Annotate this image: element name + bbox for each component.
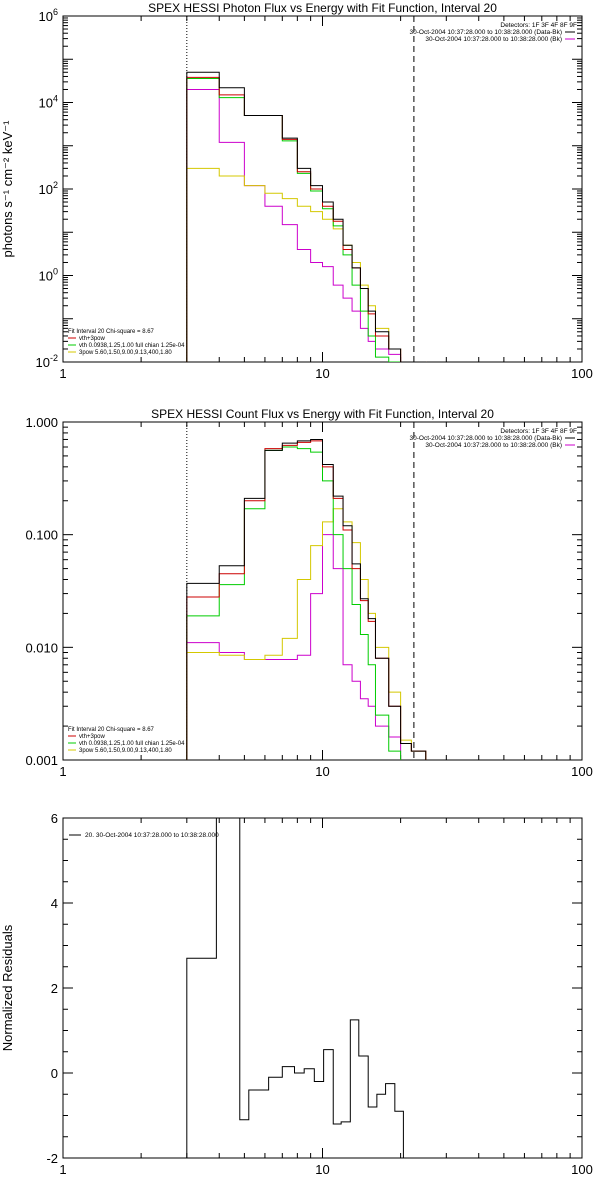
x-tick-label: 100 [571, 764, 593, 779]
chart-title: SPEX HESSI Photon Flux vs Energy with Fi… [148, 1, 497, 15]
legend-entry: 30-Oct-2004 10:37:28.000 to 10:38:28.000… [425, 36, 562, 43]
legend-entry: 3pow 5.60,1.50,9.00,9.13,400,1.80 [79, 748, 172, 754]
chart-panel-2: SPEX HESSI Count Flux vs Energy with Fit… [25, 407, 592, 779]
y-tick-exponent: 2 [53, 180, 58, 190]
series-vth_component [186, 446, 402, 760]
series-model_total [186, 76, 427, 362]
plot-frame [62, 817, 583, 1159]
x-tick-label: 1 [59, 1162, 66, 1177]
y-tick-base: 10 [36, 355, 50, 370]
x-tick-label: 100 [571, 1162, 593, 1177]
legend-entry: 30-Oct-2004 10:37:28.000 to 10:38:28.000… [410, 29, 563, 36]
y-tick-base: 10 [39, 9, 53, 24]
y-tick-label: 0.010 [25, 640, 58, 655]
y-tick-label: 102 [39, 180, 58, 197]
y-tick-exponent: 4 [53, 94, 58, 104]
series-data [186, 71, 427, 362]
y-tick-label: 4 [51, 896, 58, 911]
y-tick-label: 104 [39, 94, 58, 111]
detectors-note: Detectors: 1F 3F 4F 8F 9F [500, 22, 577, 29]
legend-entry: 30-Oct-2004 10:37:28.000 to 10:38:28.000… [410, 435, 563, 442]
y-tick-label: 106 [39, 7, 58, 24]
y-tick-label: 0.001 [25, 753, 58, 768]
y-tick-label: 2 [51, 981, 58, 996]
series-pow_component [186, 167, 427, 362]
y-tick-label: 100 [39, 267, 58, 284]
chart-panel-3: 1 10 100 -2 0 2 4 6 Normalized Residuals 20. 30-O… [0, 811, 593, 1177]
y-axis-label: photons s⁻¹ cm⁻² keV⁻¹ [0, 120, 15, 258]
legend-entry: vth 0.0938,1.25,1.00 full chian 1.25e-04 [79, 741, 185, 747]
y-tick-label: -2 [46, 1151, 58, 1166]
fit-info: Fit Interval 20 Chi-square = 8.67 [68, 727, 155, 733]
detectors-note: Detectors: 1F 3F 4F 8F 9F [500, 428, 577, 435]
y-tick-exponent: 6 [53, 7, 58, 17]
y-tick-exponent: -2 [50, 353, 58, 363]
y-axis-label: Normalized Residuals [0, 924, 15, 1051]
y-tick-exponent: 0 [53, 267, 58, 277]
y-tick-base: 10 [39, 269, 53, 284]
y-tick-base: 10 [39, 96, 53, 111]
x-tick-label: 1 [59, 366, 66, 381]
y-tick-label: 6 [51, 811, 58, 826]
y-tick-label: 0 [51, 1066, 58, 1081]
x-tick-label: 10 [315, 366, 329, 381]
legend-entry: vth 0.0938,1.25,1.00 full chian 1.25e-04 [79, 343, 185, 349]
chart-panel-1: SPEX HESSI Photon Flux vs Energy with Fi… [0, 1, 593, 381]
x-tick-label: 1 [59, 764, 66, 779]
legend-entry: vth+3pow [79, 734, 106, 740]
x-tick-label: 10 [315, 1162, 329, 1177]
legend-entry: 3pow 5.60,1.50,9.00,9.13,400,1.80 [79, 350, 172, 356]
y-tick-label: 1.000 [25, 415, 58, 430]
fit-info: Fit Interval 20 Chi-square = 8.67 [68, 329, 155, 335]
series-pow_component [186, 508, 427, 760]
x-tick-label: 100 [571, 366, 593, 381]
y-tick-label: 0.100 [25, 528, 58, 543]
legend-entry: 30-Oct-2004 10:37:28.000 to 10:38:28.000… [425, 442, 562, 449]
x-tick-label: 10 [315, 764, 329, 779]
legend-entry: 20. 30-Oct-2004 10:37:28.000 to 10:38:28… [85, 832, 219, 839]
chart-title: SPEX HESSI Count Flux vs Energy with Fit… [151, 407, 494, 421]
y-tick-label: 10-2 [36, 353, 58, 370]
legend-entry: vth+3pow [79, 336, 106, 342]
y-tick-base: 10 [39, 182, 53, 197]
series-data [186, 818, 415, 1158]
series-model_total [186, 440, 427, 760]
series-data [186, 438, 427, 760]
